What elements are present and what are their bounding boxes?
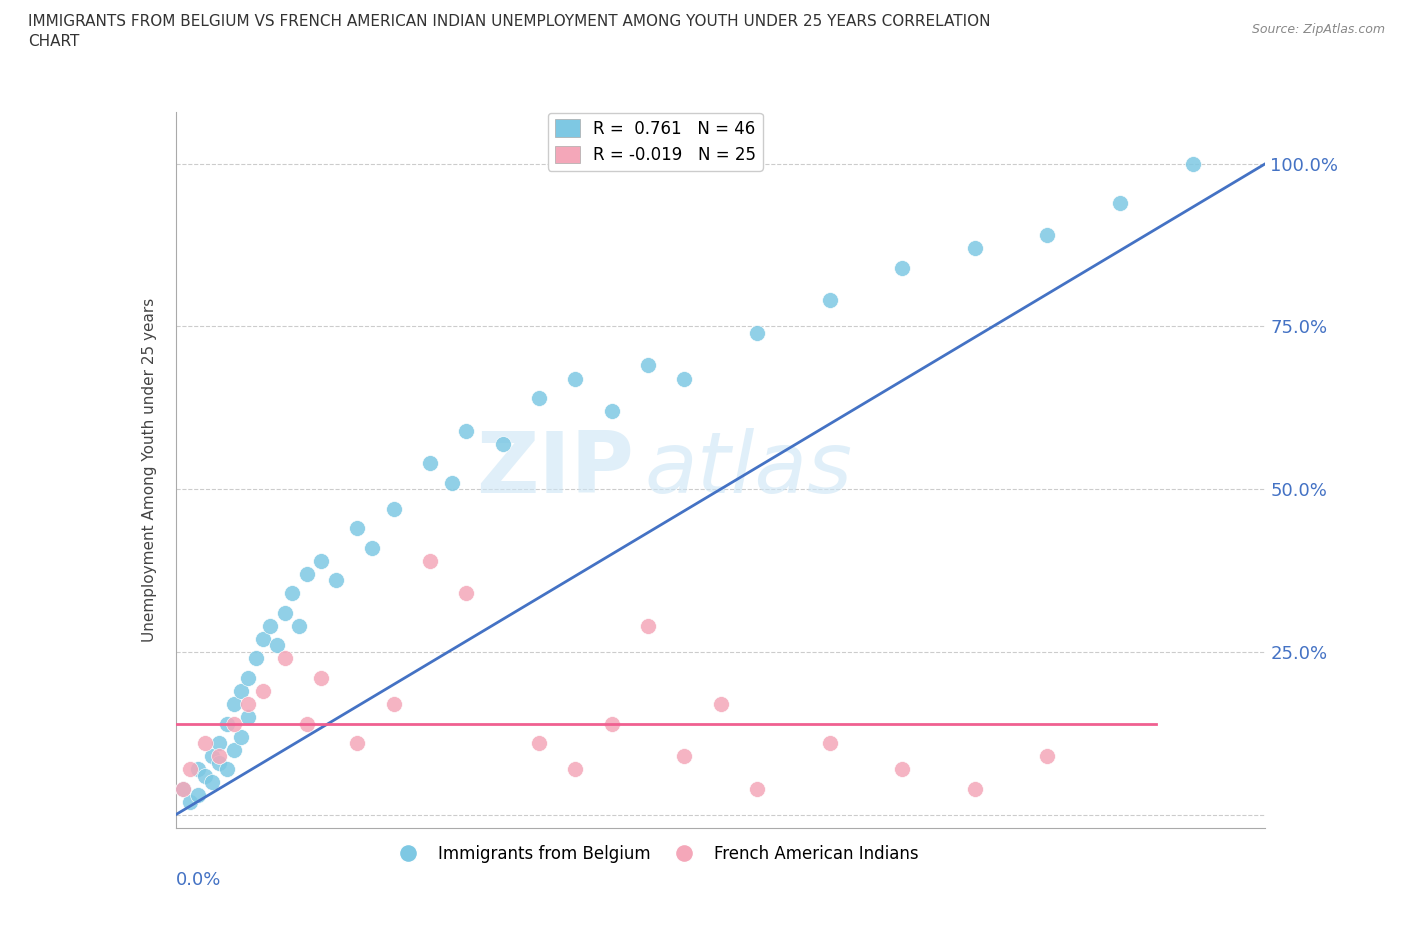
Point (527, 736, 550, 751)
Point (456, 586, 478, 601)
Point (710, 697, 733, 711)
Point (215, 716, 238, 731)
Point (492, 436, 515, 451)
Y-axis label: Unemployment Among Youth under 25 years: Unemployment Among Youth under 25 years (142, 298, 157, 642)
Point (1181, 156, 1204, 171)
Point (179, 762, 201, 777)
Point (274, 651, 297, 666)
Point (222, 742, 245, 757)
Point (637, 618, 659, 633)
Point (564, 371, 586, 386)
Point (259, 618, 281, 633)
Point (456, 423, 478, 438)
Point (346, 521, 368, 536)
Point (419, 456, 441, 471)
Point (440, 475, 463, 490)
Point (274, 605, 297, 620)
Legend: Immigrants from Belgium, French American Indians: Immigrants from Belgium, French American… (385, 838, 925, 870)
Point (600, 716, 623, 731)
Point (527, 391, 550, 405)
Point (600, 404, 623, 418)
Point (1036, 749, 1059, 764)
Text: IMMIGRANTS FROM BELGIUM VS FRENCH AMERICAN INDIAN UNEMPLOYMENT AMONG YOUTH UNDER: IMMIGRANTS FROM BELGIUM VS FRENCH AMERIC… (28, 14, 991, 29)
Point (346, 736, 368, 751)
Point (963, 781, 986, 796)
Point (208, 755, 231, 770)
Point (208, 749, 231, 764)
Point (673, 371, 696, 386)
Point (238, 671, 260, 685)
Point (201, 749, 224, 764)
Point (963, 241, 986, 256)
Point (245, 651, 267, 666)
Point (295, 716, 318, 731)
Point (309, 671, 332, 685)
Point (419, 553, 441, 568)
Point (231, 684, 253, 698)
Point (1036, 228, 1059, 243)
Point (745, 326, 768, 340)
Text: atlas: atlas (644, 428, 852, 512)
Point (818, 736, 841, 751)
Point (194, 768, 217, 783)
Text: 0.0%: 0.0% (176, 870, 221, 889)
Text: CHART: CHART (28, 34, 80, 49)
Point (891, 762, 914, 777)
Point (745, 781, 768, 796)
Point (222, 697, 245, 711)
Point (382, 501, 405, 516)
Point (172, 781, 194, 796)
Point (288, 618, 311, 633)
Point (231, 729, 253, 744)
Point (360, 540, 382, 555)
Point (222, 716, 245, 731)
Point (215, 762, 238, 777)
Point (186, 788, 209, 803)
Point (186, 762, 209, 777)
Point (818, 293, 841, 308)
Point (295, 566, 318, 581)
Point (252, 684, 274, 698)
Point (891, 260, 914, 275)
Point (208, 736, 231, 751)
Point (172, 781, 194, 796)
Point (201, 775, 224, 790)
Point (1109, 195, 1132, 210)
Text: Source: ZipAtlas.com: Source: ZipAtlas.com (1251, 23, 1385, 36)
Point (238, 710, 260, 724)
Point (309, 553, 332, 568)
Point (673, 749, 696, 764)
Point (266, 638, 288, 653)
Point (179, 794, 201, 809)
Point (194, 736, 217, 751)
Point (252, 631, 274, 646)
Text: ZIP: ZIP (475, 428, 633, 512)
Point (325, 573, 347, 588)
Point (238, 697, 260, 711)
Point (382, 697, 405, 711)
Point (637, 358, 659, 373)
Point (281, 586, 304, 601)
Point (564, 762, 586, 777)
